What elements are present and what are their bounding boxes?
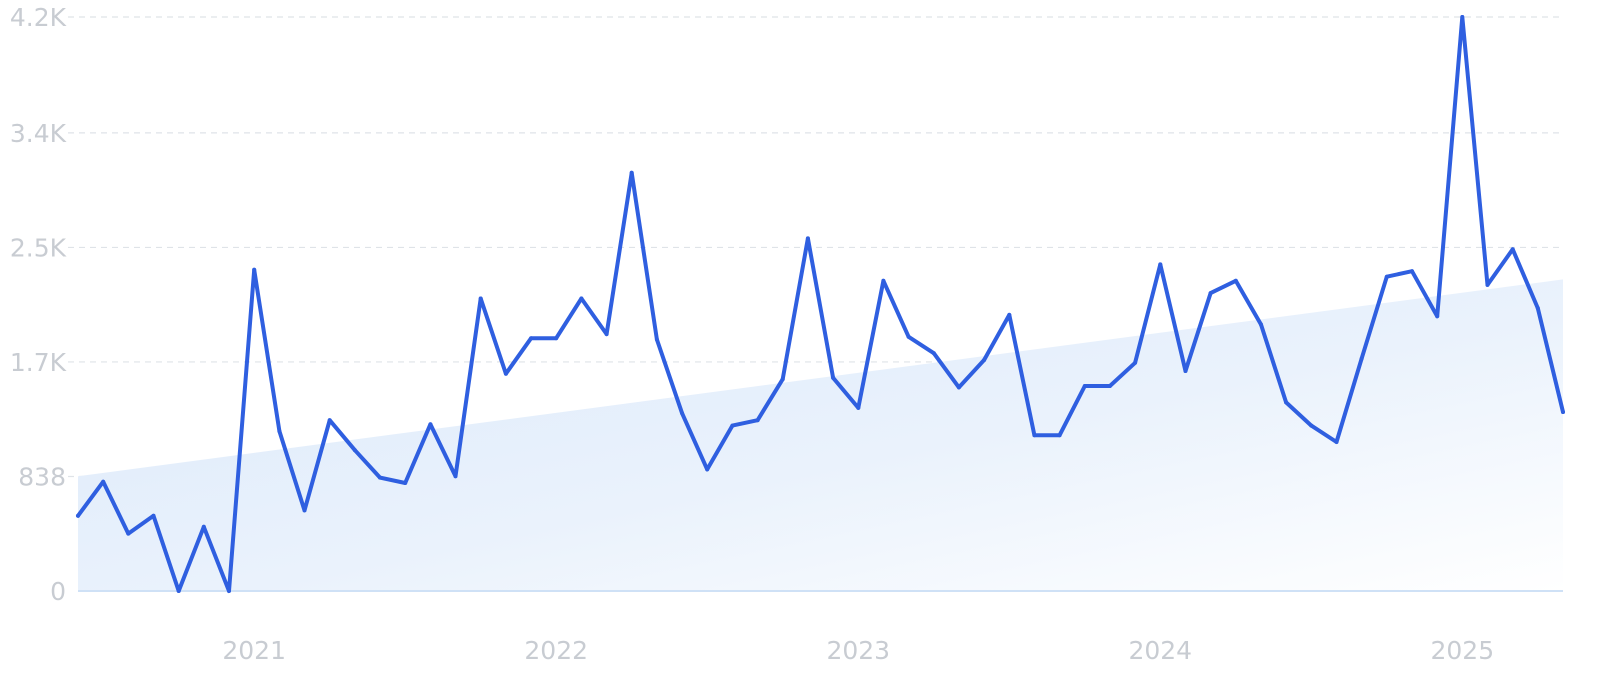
x-tick-label: 2025 [1431, 636, 1495, 665]
data-point [856, 405, 861, 410]
x-tick-label: 2023 [826, 636, 890, 665]
y-tick-label: 3.4K [10, 119, 67, 148]
data-point [1435, 314, 1440, 319]
data-point [680, 411, 685, 416]
series-line [76, 15, 1565, 593]
data-point [302, 508, 307, 513]
data-point [931, 351, 936, 356]
data-point [1410, 269, 1414, 274]
data-point [1183, 369, 1188, 373]
data-point [1460, 15, 1465, 19]
data-point [101, 479, 106, 484]
data-point [403, 481, 408, 485]
data-point [453, 474, 458, 479]
data-point [1133, 360, 1138, 365]
data-point [1535, 306, 1540, 311]
data-point [881, 278, 886, 283]
data-point [629, 170, 634, 175]
data-point [201, 524, 206, 529]
data-point [1082, 384, 1087, 388]
data-point [654, 337, 659, 342]
data-point [579, 296, 584, 301]
x-tick-label: 2022 [524, 636, 588, 665]
data-point [1485, 282, 1490, 287]
data-point [76, 513, 80, 518]
data-point [529, 336, 534, 341]
data-point [1359, 356, 1364, 361]
data-point [1309, 423, 1314, 428]
data-point [1334, 440, 1339, 444]
y-tick-label: 2.5K [10, 233, 67, 262]
data-point [906, 334, 911, 339]
data-point [705, 467, 710, 472]
data-point [277, 429, 282, 434]
data-point [352, 448, 357, 453]
data-point [428, 422, 433, 427]
x-axis-tick-labels: 2021 2022 2023 2024 2025 [222, 636, 1494, 665]
data-point [982, 358, 987, 362]
data-point [1032, 433, 1037, 438]
data-point [956, 385, 961, 390]
y-tick-label: 1.7K [10, 348, 67, 377]
y-axis-tick-labels: 0 838 1.7K 2.5K 3.4K 4.2K [10, 3, 67, 606]
data-point [1510, 247, 1515, 252]
data-point [1561, 410, 1565, 414]
data-point [1208, 291, 1213, 296]
data-point [151, 513, 156, 518]
data-point [176, 589, 181, 593]
data-point [831, 375, 836, 380]
data-point [730, 423, 735, 428]
data-point [1233, 278, 1238, 283]
data-points [76, 15, 1565, 593]
data-point [780, 377, 785, 382]
data-point [327, 418, 332, 423]
data-point [126, 531, 131, 536]
y-tick-label: 0 [50, 577, 66, 606]
data-point [1384, 274, 1389, 279]
data-point [378, 475, 382, 480]
data-point [1057, 433, 1062, 438]
data-point [478, 296, 483, 301]
data-point [1158, 262, 1163, 267]
data-point [1284, 400, 1289, 405]
y-tick-label: 838 [18, 462, 66, 491]
data-point [1007, 312, 1012, 317]
x-tick-label: 2024 [1128, 636, 1192, 665]
data-point [805, 236, 810, 241]
data-point [227, 589, 231, 593]
data-point [554, 336, 559, 341]
data-point [503, 371, 508, 376]
y-tick-label: 4.2K [10, 3, 67, 32]
data-point [1259, 322, 1263, 327]
data-point [755, 418, 760, 423]
data-point [604, 332, 609, 337]
data-point [252, 267, 257, 272]
x-tick-label: 2021 [222, 636, 286, 665]
data-point [1107, 384, 1112, 388]
